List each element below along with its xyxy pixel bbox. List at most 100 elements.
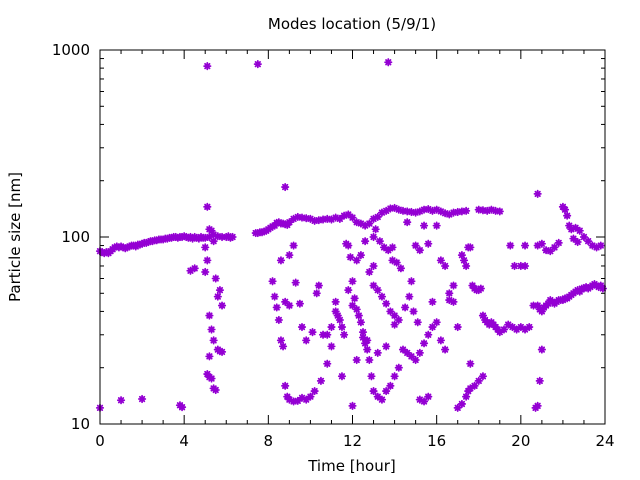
data-point <box>314 281 323 290</box>
data-point <box>302 214 311 223</box>
data-point <box>211 385 220 395</box>
data-point <box>419 205 429 214</box>
data-point <box>445 289 454 298</box>
x-tick-label: 8 <box>264 432 274 450</box>
data-point <box>344 210 353 219</box>
data-point <box>537 345 546 354</box>
data-point <box>474 376 483 386</box>
data-point <box>209 336 218 345</box>
data-point <box>203 62 212 71</box>
data-point <box>487 205 496 214</box>
data-point <box>356 318 366 327</box>
data-point <box>483 206 492 215</box>
data-point <box>215 286 225 295</box>
data-point <box>428 206 437 215</box>
data-point <box>394 363 403 372</box>
data-point <box>390 372 399 381</box>
data-point <box>352 305 361 314</box>
data-point <box>382 386 391 396</box>
data-point <box>432 221 441 230</box>
data-point <box>285 251 294 260</box>
data-point <box>575 226 584 235</box>
data-point <box>217 301 227 310</box>
data-point <box>466 359 475 368</box>
data-point <box>537 307 546 316</box>
data-point <box>285 218 294 227</box>
data-point <box>459 256 469 265</box>
data-point <box>352 355 361 365</box>
data-point <box>356 219 366 228</box>
data-point <box>213 292 222 301</box>
data-point <box>339 211 349 220</box>
data-point <box>573 237 582 247</box>
data-point <box>209 230 218 239</box>
data-point <box>415 207 424 216</box>
data-point <box>592 243 601 252</box>
x-axis-label: Time [hour] <box>307 457 396 475</box>
data-point <box>203 202 212 211</box>
data-point <box>407 352 416 361</box>
data-point <box>379 243 389 252</box>
data-point <box>373 212 382 222</box>
data-point <box>491 206 500 215</box>
data-point <box>445 210 454 219</box>
data-point <box>384 246 393 255</box>
data-point <box>323 359 332 368</box>
data-point <box>424 330 433 339</box>
data-point <box>318 330 328 339</box>
data-point <box>369 232 378 242</box>
data-point <box>384 58 393 67</box>
data-point <box>415 246 424 255</box>
data-point <box>386 381 395 390</box>
data-point <box>565 221 574 230</box>
data-point <box>289 214 298 223</box>
data-point <box>436 256 445 265</box>
data-point <box>352 256 361 265</box>
data-point <box>348 213 357 222</box>
data-point <box>436 336 445 345</box>
data-point <box>392 258 401 267</box>
data-point <box>386 307 395 316</box>
data-point <box>495 207 504 216</box>
data-point <box>331 297 340 306</box>
data-point <box>541 246 551 255</box>
data-point <box>449 208 458 217</box>
data-point <box>276 256 286 265</box>
data-point <box>365 219 374 228</box>
data-point <box>419 221 429 230</box>
data-point <box>356 251 366 260</box>
data-point <box>466 243 475 252</box>
data-point <box>403 218 412 227</box>
data-point <box>440 261 450 271</box>
data-point <box>533 189 542 199</box>
data-point <box>584 237 593 246</box>
y-tick-label: 1000 <box>52 41 90 59</box>
data-point <box>276 336 286 345</box>
data-point <box>388 256 397 265</box>
data-point <box>367 372 376 381</box>
x-tick-label: 16 <box>427 432 446 450</box>
data-point <box>354 311 363 320</box>
data-point <box>529 301 538 310</box>
data-point <box>310 216 319 225</box>
data-point <box>535 376 544 386</box>
data-point <box>201 243 210 252</box>
data-point <box>201 233 210 242</box>
data-point <box>369 386 378 396</box>
data-point <box>369 261 378 271</box>
data-point <box>525 322 534 332</box>
data-point <box>516 322 525 332</box>
data-point <box>289 397 298 406</box>
data-point <box>415 395 424 404</box>
data-point <box>116 396 126 405</box>
data-point <box>281 182 290 192</box>
data-point <box>373 348 382 357</box>
data-point <box>398 206 408 215</box>
data-point <box>596 241 605 250</box>
data-point <box>358 328 368 337</box>
data-point <box>217 347 227 356</box>
data-point <box>419 339 429 348</box>
data-point <box>462 392 471 401</box>
data-point <box>474 205 483 214</box>
